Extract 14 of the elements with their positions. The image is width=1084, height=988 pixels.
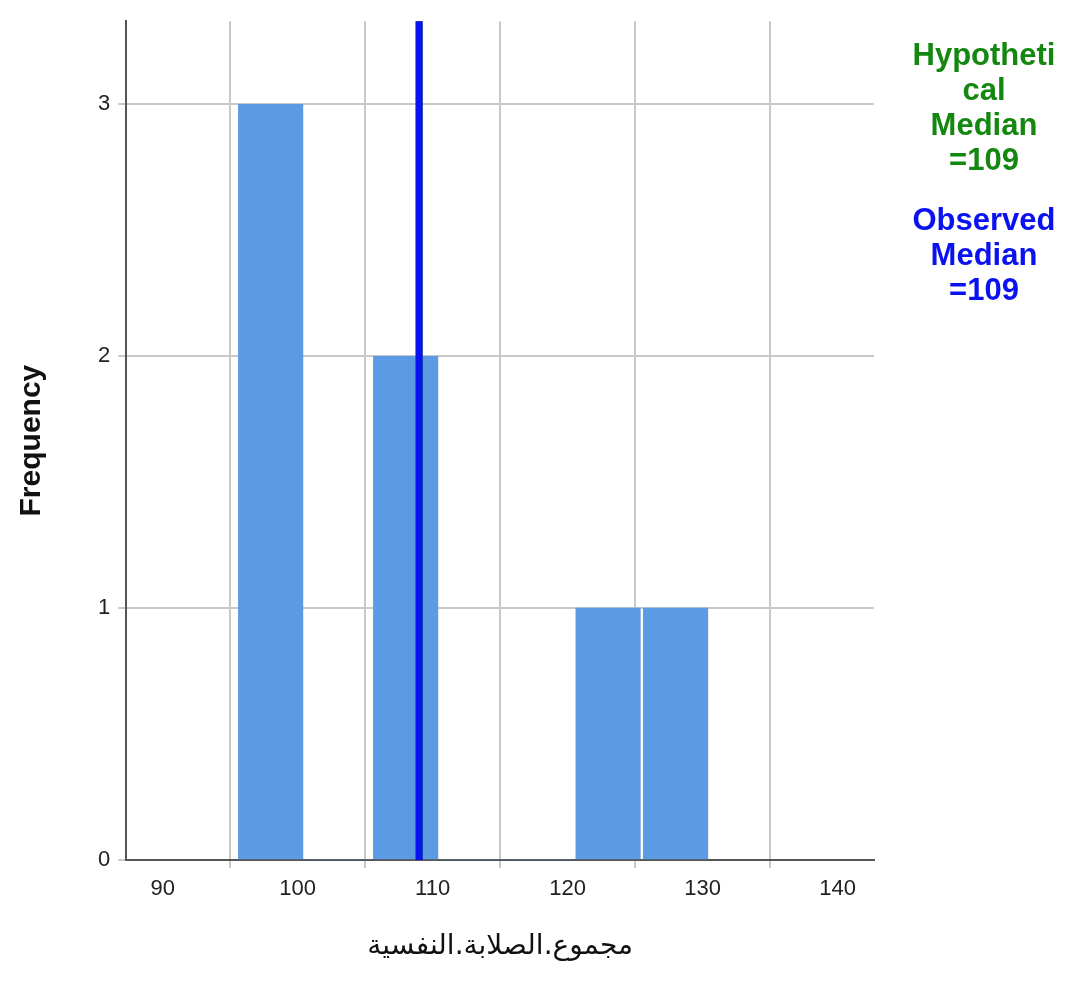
y-tick-label: 1: [97, 594, 111, 620]
y-tick-label: 3: [97, 90, 111, 116]
y-tick-label: 2: [97, 342, 111, 368]
x-tick-label: 90: [150, 875, 175, 901]
y-tick-label: 0: [97, 846, 111, 872]
x-tick-label: 120: [549, 875, 586, 901]
x-tick-label: 130: [684, 875, 721, 901]
y-axis-title: Frequency: [13, 364, 47, 517]
x-tick-label: 140: [819, 875, 856, 901]
x-tick-label: 110: [415, 875, 451, 901]
x-tick-label: 100: [279, 875, 317, 901]
ref-line-label: Observed Median =109: [912, 202, 1056, 308]
x-axis-title: مجموع.الصلابة.النفسية: [367, 928, 633, 962]
ref-line-label: Hypothetical Median =109: [912, 37, 1056, 178]
